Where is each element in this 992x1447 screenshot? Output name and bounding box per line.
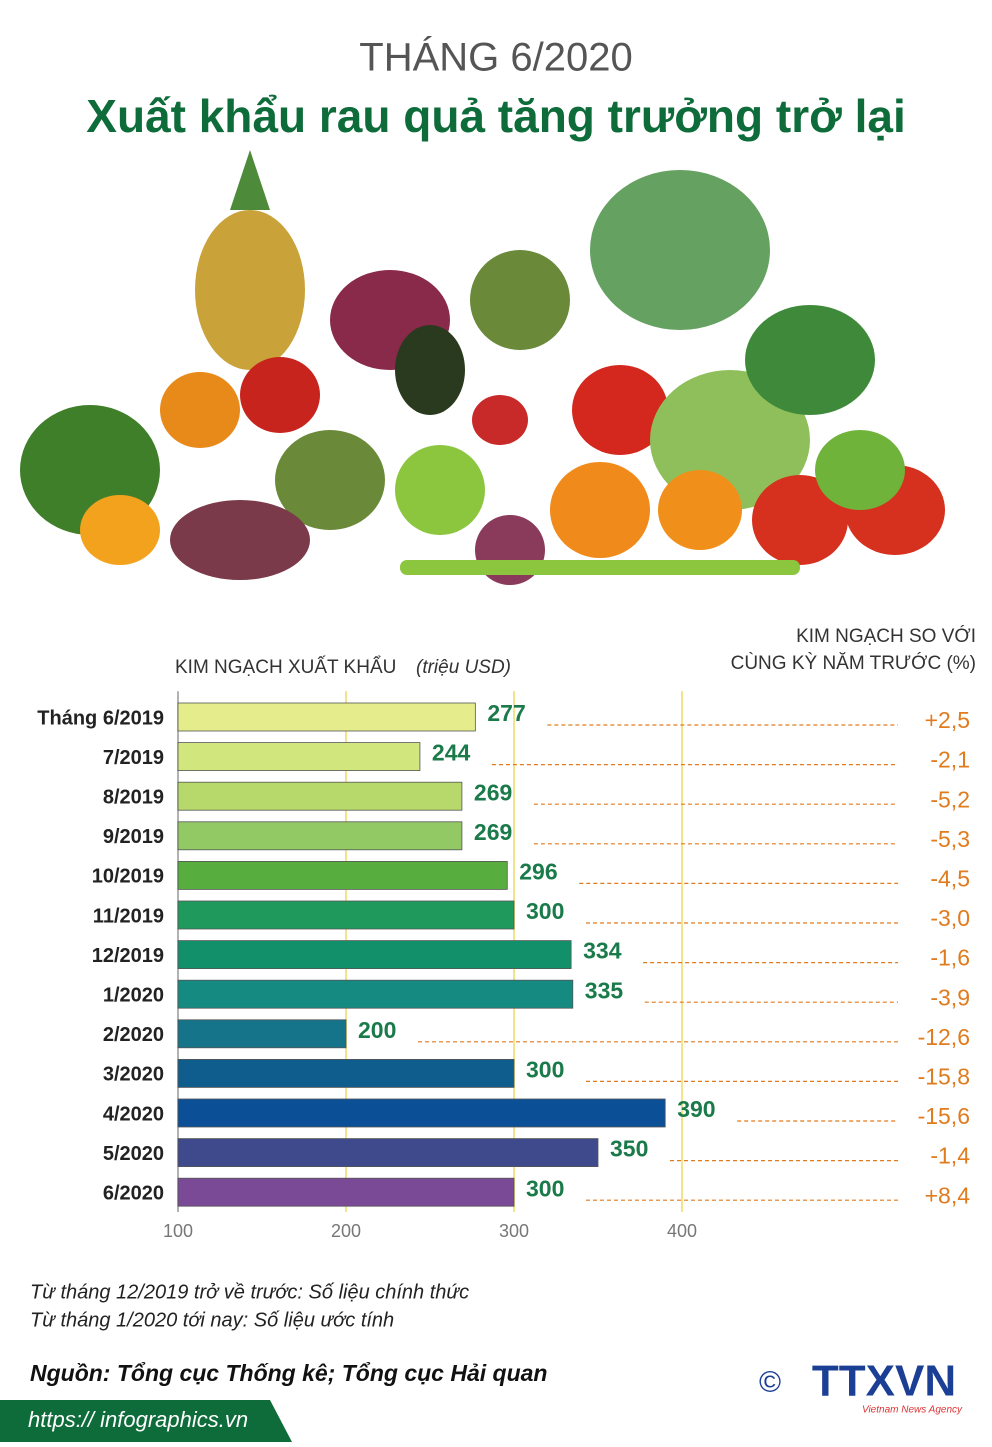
y-tick-label: 10/2019 <box>92 866 164 888</box>
url-band <box>0 1400 292 1442</box>
y-tick-label: 2/2020 <box>103 1024 164 1046</box>
change-value-label: -3,9 <box>930 984 970 1010</box>
logo-tagline: Vietnam News Agency <box>862 1405 963 1416</box>
chart: 100 200 300 400 Tháng 6/2019 277 +2,5 7/2019 244… <box>37 691 970 1241</box>
bar <box>177 742 421 771</box>
y-tick-label: 3/2020 <box>103 1064 164 1086</box>
bar-value-label: 296 <box>519 858 557 884</box>
change-value-label: -1,4 <box>930 1143 970 1169</box>
logo-mark: © <box>759 1366 781 1399</box>
bar <box>177 821 463 851</box>
y-tick-label: 5/2020 <box>103 1143 164 1165</box>
y-tick-label: 11/2019 <box>93 905 164 927</box>
bar <box>177 979 574 1009</box>
x-axis-unit: (triệu USD) <box>416 657 511 678</box>
change-value-label: +2,5 <box>925 707 970 733</box>
chart-subtitle: Xuất khẩu rau quả tăng trưởng trở lại <box>86 90 905 142</box>
change-value-label: +8,4 <box>925 1182 971 1208</box>
x-tick-label: 300 <box>499 1221 529 1241</box>
change-value-label: -2,1 <box>930 747 970 773</box>
bar-value-label: 300 <box>526 1056 564 1082</box>
bar-value-label: 334 <box>583 938 622 964</box>
change-value-label: -12,6 <box>918 1024 970 1050</box>
change-value-label: -5,2 <box>930 786 970 812</box>
bar <box>177 1019 347 1049</box>
fruit-illustration <box>20 150 945 585</box>
change-value-label: -3,0 <box>930 905 970 931</box>
change-value-label: -15,6 <box>918 1103 970 1129</box>
y-tick-label: 1/2020 <box>103 984 164 1006</box>
url[interactable]: https:// infographics.vn <box>28 1407 248 1432</box>
bar <box>177 1059 515 1088</box>
bar-value-label: 200 <box>358 1017 396 1043</box>
bar-value-label: 277 <box>487 700 525 726</box>
x-tick-label: 100 <box>163 1221 193 1241</box>
note: Từ tháng 12/2019 trở về trước: Số liệu c… <box>30 1281 469 1303</box>
chart-title: THÁNG 6/2020 <box>359 35 632 80</box>
y-tick-label: Tháng 6/2019 <box>37 707 164 729</box>
bar-value-label: 300 <box>526 1175 564 1201</box>
change-title: CÙNG KỲ NĂM TRƯỚC (%) <box>731 652 976 674</box>
y-tick-label: 12/2019 <box>92 945 164 967</box>
x-axis-label: KIM NGẠCH XUẤT KHẨU <box>175 656 396 678</box>
bar <box>177 1138 599 1167</box>
change-value-label: -5,3 <box>930 826 970 852</box>
bar-value-label: 269 <box>474 779 512 805</box>
change-value-label: -15,8 <box>918 1063 970 1089</box>
change-value-label: -1,6 <box>930 945 970 971</box>
y-tick-label: 8/2019 <box>103 786 164 808</box>
y-tick-label: 4/2020 <box>103 1103 164 1125</box>
bar <box>177 1177 515 1207</box>
source: Nguồn: Tổng cục Thống kê; Tổng cục Hải q… <box>30 1360 547 1386</box>
change-title: KIM NGẠCH SO VỚI <box>796 625 976 647</box>
bar <box>177 702 476 732</box>
bar-value-label: 244 <box>432 740 471 766</box>
note: Từ tháng 1/2020 tới nay: Số liệu ước tín… <box>30 1309 394 1331</box>
bar-value-label: 335 <box>585 977 624 1003</box>
bar-value-label: 269 <box>474 819 512 845</box>
change-value-label: -4,5 <box>930 865 970 891</box>
bar <box>177 900 515 930</box>
bar <box>177 861 508 890</box>
bar <box>177 940 572 969</box>
logo-name: TTXVN <box>812 1357 956 1406</box>
y-tick-label: 6/2020 <box>103 1182 164 1204</box>
bar <box>177 1098 666 1128</box>
bar <box>177 781 463 811</box>
bar-value-label: 390 <box>677 1096 715 1122</box>
bar-value-label: 350 <box>610 1136 648 1162</box>
y-tick-label: 7/2019 <box>103 747 164 769</box>
y-tick-label: 9/2019 <box>103 826 164 848</box>
bar-value-label: 300 <box>526 898 564 924</box>
x-tick-label: 200 <box>331 1221 361 1241</box>
x-tick-label: 400 <box>667 1221 697 1241</box>
